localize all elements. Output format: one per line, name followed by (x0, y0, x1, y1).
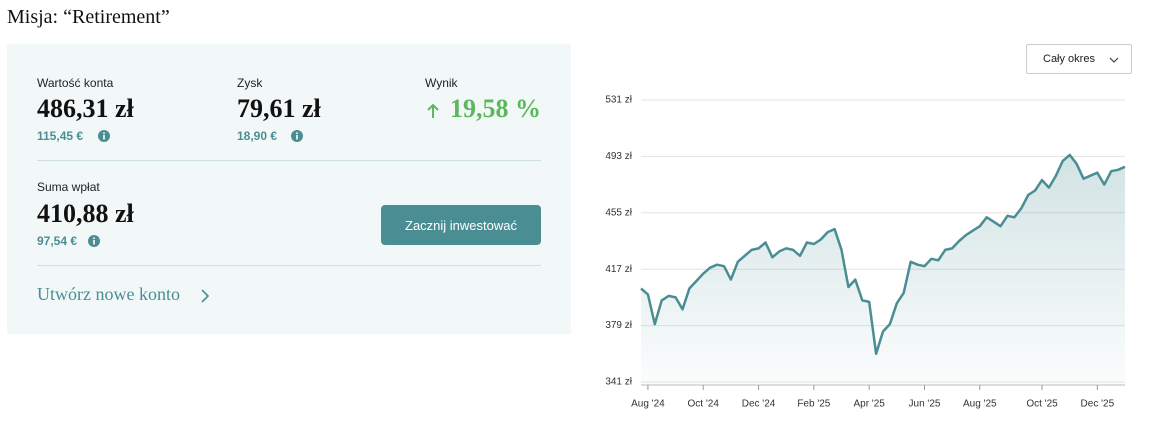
y-tick-label: 455 zł (605, 207, 632, 218)
chevron (201, 289, 210, 303)
stat-sub: 97,54 € (37, 234, 78, 248)
separator (37, 160, 541, 161)
stat-value: 486,31 zł (37, 94, 134, 123)
result-value: 19,58 % (450, 94, 541, 123)
y-tick-label: 493 zł (605, 151, 632, 162)
info-icon[interactable] (97, 129, 111, 143)
y-tick-label: 531 zł (605, 95, 632, 106)
y-tick-label: 341 zł (605, 377, 632, 388)
separator (37, 265, 541, 266)
line (640, 153, 1126, 356)
x-tick-label: Jun '25 (909, 399, 941, 410)
x-tick-label: Dec '25 (1081, 399, 1115, 410)
info-icon[interactable] (87, 234, 101, 248)
x-tick-label: Oct '25 (1026, 399, 1058, 410)
page-title: Misja: “Retirement” (7, 6, 170, 28)
stat-value: 410,88 zł (37, 199, 134, 228)
stat-value: 79,61 zł (237, 94, 321, 123)
stat-label: Wynik (425, 76, 458, 90)
dropdown-label: Cały okres (1043, 53, 1095, 65)
period-dropdown[interactable]: Cały okres (1026, 44, 1132, 74)
area (641, 154, 1125, 385)
y-tick-label: 417 zł (605, 264, 632, 275)
x-tick-label: Aug '25 (963, 399, 997, 410)
x-tick-label: Dec '24 (742, 399, 776, 410)
stat-label: Wartość konta (37, 76, 114, 90)
stat-label: Suma wpłat (37, 180, 100, 194)
stat-sub: 115,45 € (37, 129, 84, 143)
x-tick-label: Feb '25 (797, 399, 830, 410)
info-icon[interactable] (290, 129, 304, 143)
x-tick-label: Oct '24 (688, 399, 720, 410)
chevron (1109, 57, 1119, 63)
account-card: Wartość konta 486,31 zł 115,45 € Zysk 79… (7, 44, 571, 334)
y-tick-label: 379 zł (605, 320, 632, 331)
new-account-link[interactable]: Utwórz nowe konto (37, 284, 180, 304)
stat-sub: 18,90 € (237, 129, 278, 143)
invest-button[interactable]: Zacznij inwestować (381, 205, 541, 245)
x-tick-label: Aug '24 (631, 399, 665, 410)
x-tick-label: Apr '25 (853, 399, 885, 410)
up-arrow (427, 103, 439, 118)
stat-label: Zysk (237, 76, 263, 90)
